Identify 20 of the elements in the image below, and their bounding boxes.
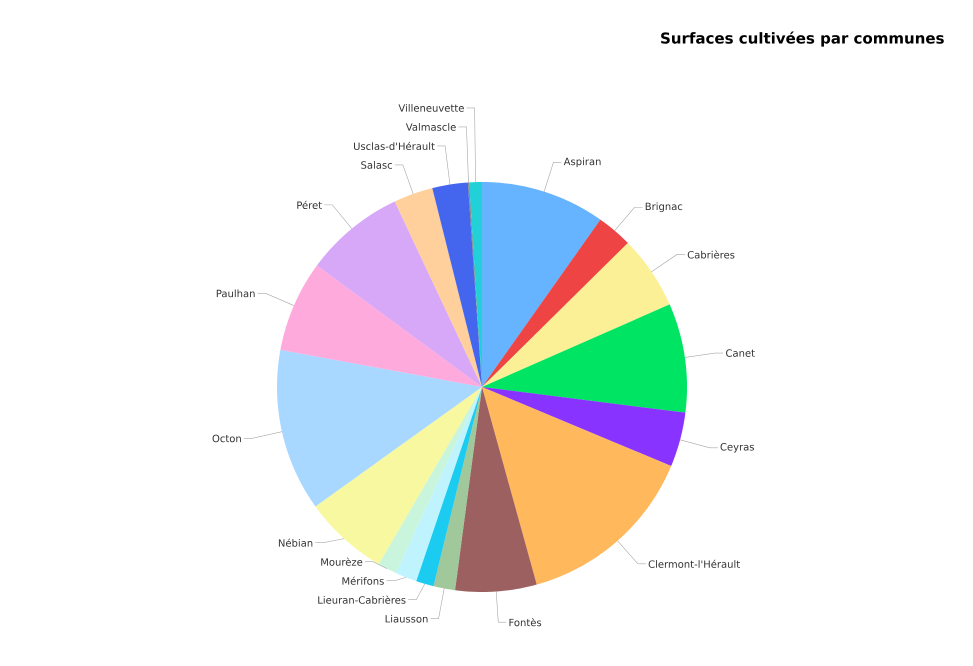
slice-label: Lieuran-Cabrières [318, 596, 406, 604]
slice-label: Mourèze [321, 558, 362, 566]
slice-label: Canet [726, 349, 755, 357]
slice-label: Liausson [386, 614, 428, 623]
text: Surfaces cultivées par communes [661, 32, 944, 47]
slice-label: Paulhan [216, 289, 255, 298]
slice-label: Villeneuvette [398, 104, 464, 112]
slice-label: Octon [212, 434, 241, 442]
slice-label: Cabrières [688, 250, 734, 259]
slice-label: Clermont-l'Hérault [648, 560, 740, 568]
slice-label: Nébian [278, 538, 312, 547]
slice-label: Péret [297, 200, 322, 209]
slice-label: Ceyras [720, 443, 754, 453]
slice-label: Mérifons [342, 576, 384, 585]
slice-label: Aspiran [564, 157, 601, 168]
slice-label: Usclas-d'Hérault [354, 142, 435, 150]
slice-label: Salasc [361, 161, 392, 169]
slice-label: Fontès [509, 618, 542, 626]
slice-label: Valmascle [406, 123, 456, 131]
slice-label: Brignac [646, 202, 682, 212]
